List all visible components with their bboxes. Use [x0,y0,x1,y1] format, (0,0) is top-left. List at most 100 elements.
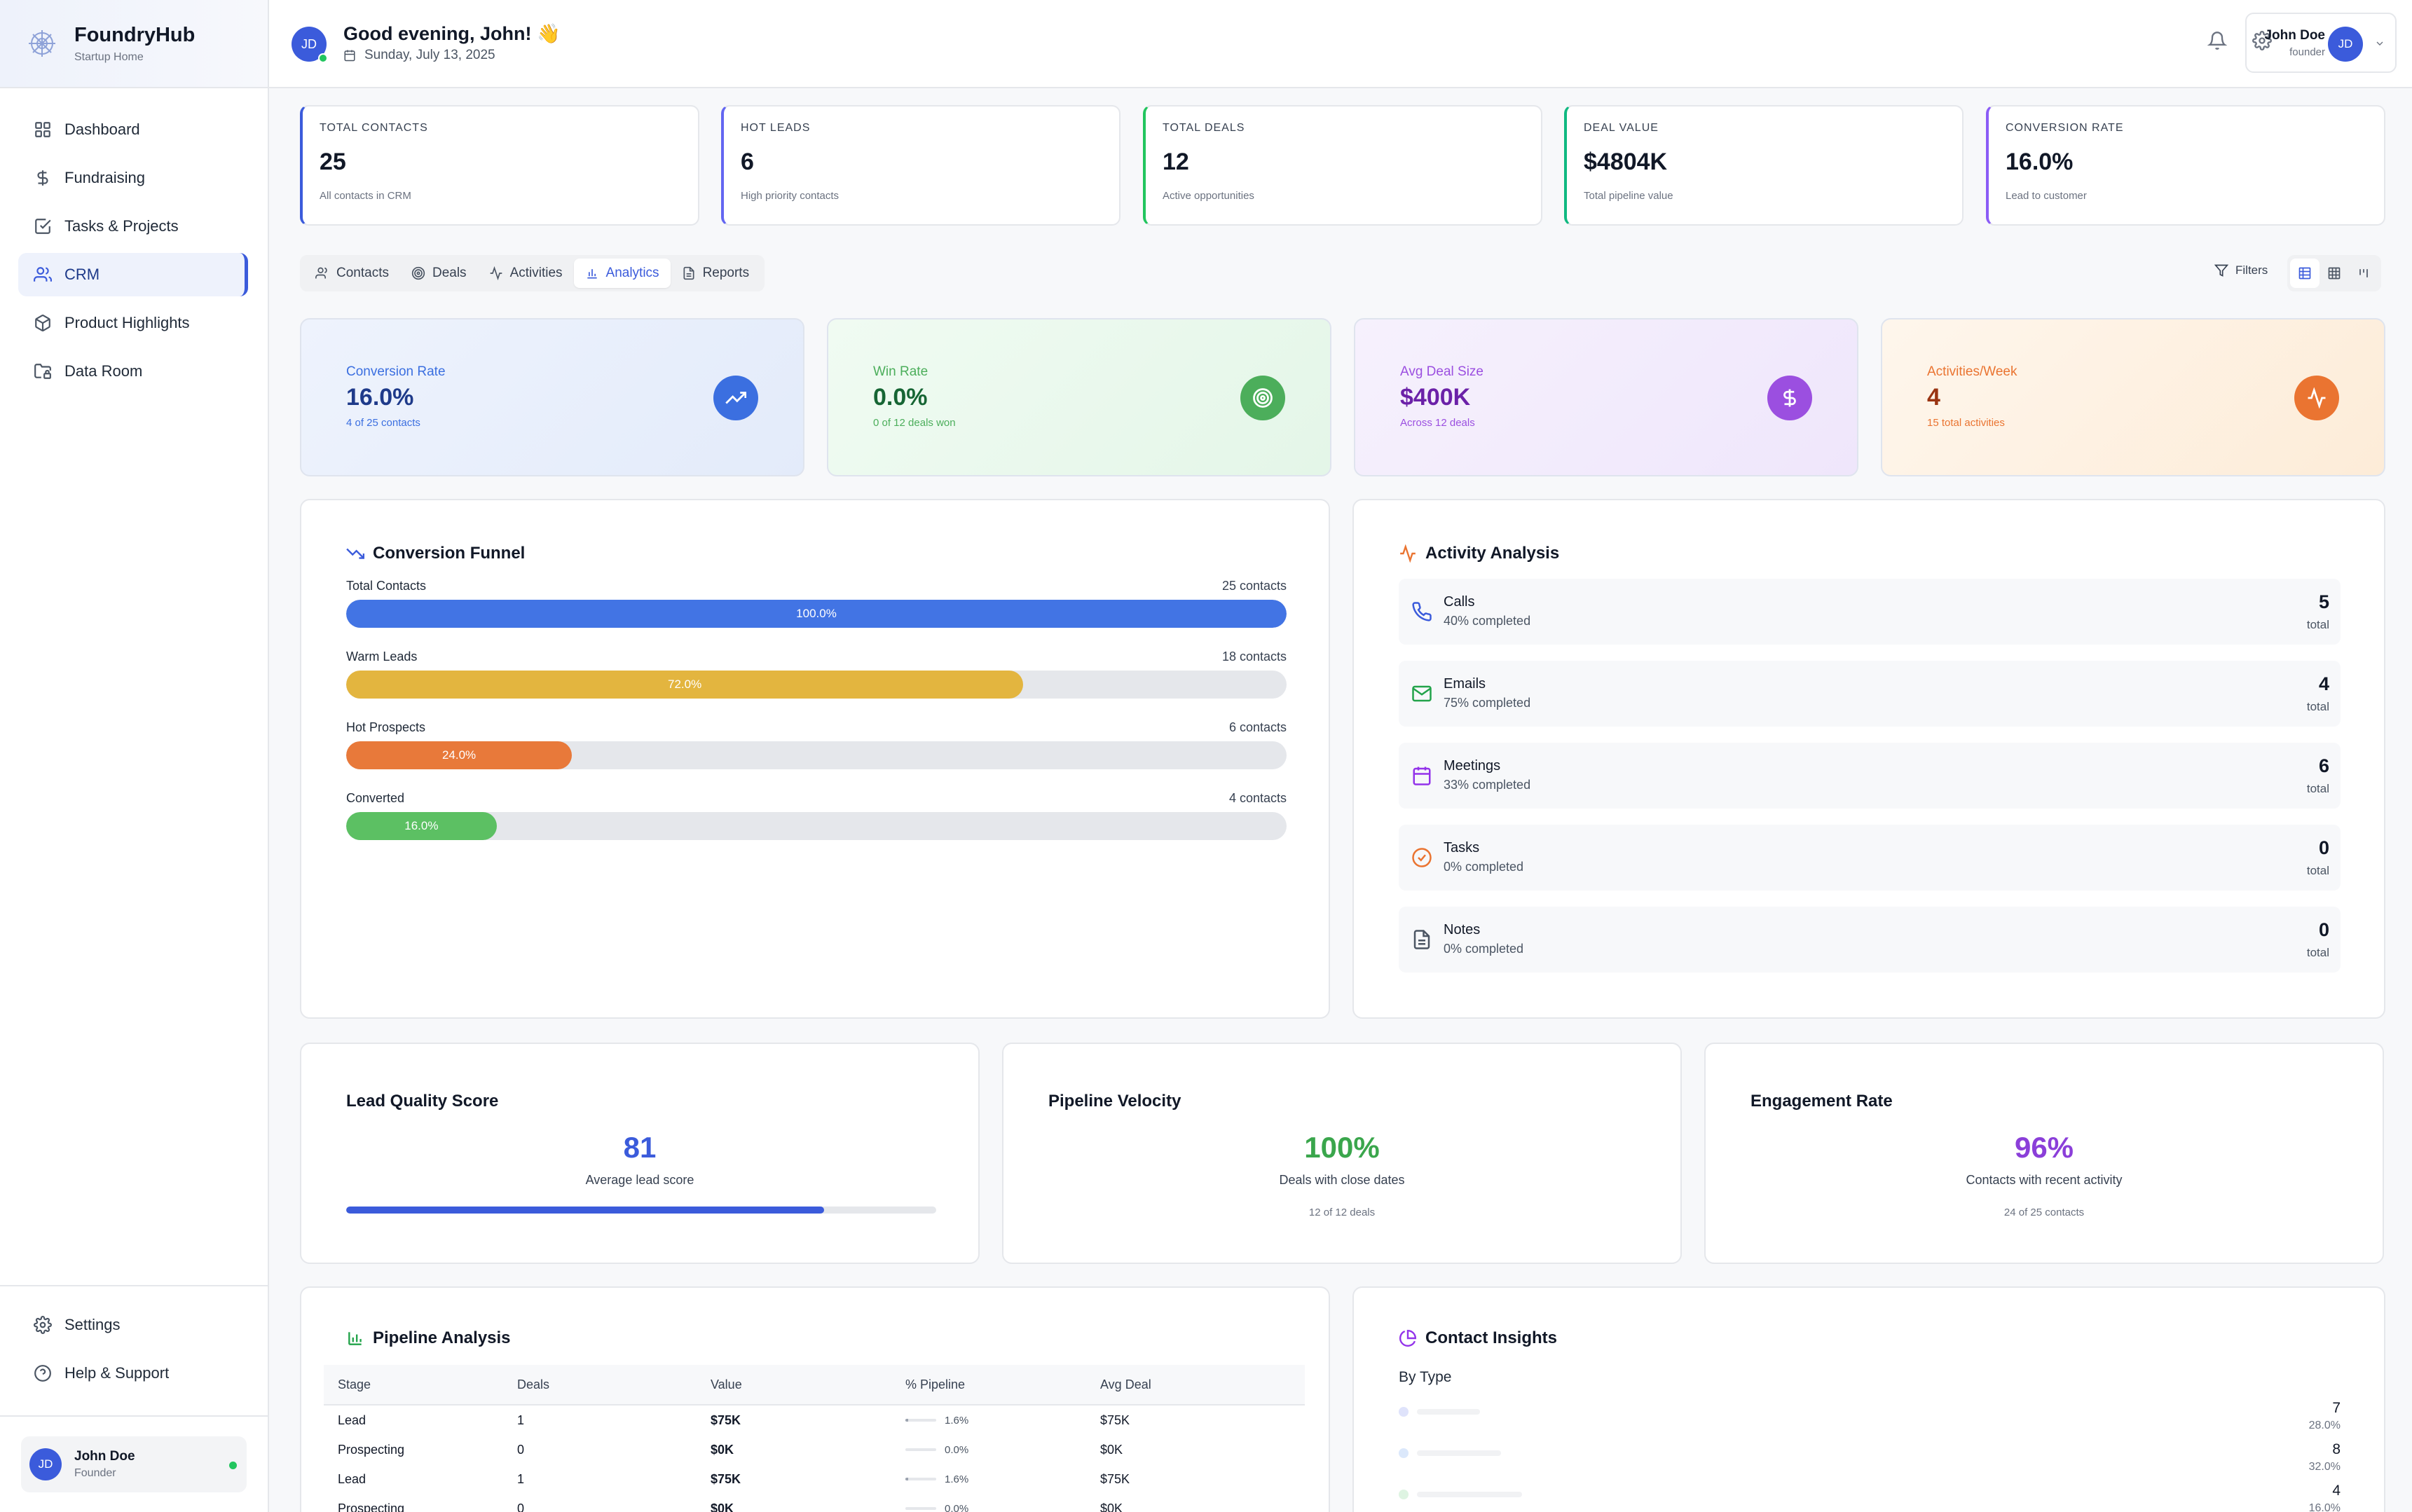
pipeline-pct-bar [905,1448,936,1451]
kpi-card: Avg Deal Size $400K Across 12 deals [1354,318,1858,476]
activity-analysis-panel: Activity Analysis Calls 40% completed 5 tot… [1352,499,2385,1019]
activity-total: 0 [2318,919,2329,940]
sidebar-item-dashboard[interactable]: Dashboard [18,108,247,151]
table-row[interactable]: Prospecting 0 $0K 0.0% $0K [324,1435,1305,1464]
kpi-card: Conversion Rate 16.0% 4 of 25 contacts [300,318,804,476]
funnel-bar: 72.0% [346,671,1024,699]
sidebar-nav: Dashboard Fundraising Tasks & Projects C… [0,88,268,393]
bar-chart-icon [587,269,597,279]
activity-unit: total [2306,946,2329,959]
stat-card: TOTAL CONTACTS 25 All contacts in CRM [300,105,699,226]
kpi-value: $400K [1400,384,1471,411]
kpi-label: Activities/Week [1927,364,2017,379]
help-circle-icon [34,1365,51,1382]
profile-role: founder [2289,46,2325,58]
type-color-dot [1399,1490,1409,1499]
activity-name: Tasks [1444,840,1480,855]
activity-total: 0 [2318,837,2329,858]
tab-label: Reports [702,266,750,280]
filters-label: Filters [2235,263,2268,277]
pipeline-pct-label: 0.0% [945,1502,969,1512]
table-row[interactable]: Lead 1 $75K 1.6% $75K [324,1464,1305,1494]
users-icon [315,267,327,279]
sidebar-item-tasks[interactable]: Tasks & Projects [18,205,247,248]
sidebar-item-label: Fundraising [64,169,145,186]
view-grid-button[interactable] [2320,259,2349,288]
folder-lock-icon [34,364,51,379]
header-avatar-initials: JD [301,36,317,51]
pipeline-pct-fill [905,1419,909,1422]
stage-cell: Prospecting [338,1501,405,1512]
panel-title: Pipeline Analysis [346,1328,511,1348]
sidebar-item-help[interactable]: Help & Support [18,1352,247,1395]
pipeline-pct-bar [905,1507,936,1510]
sidebar-item-fundraising[interactable]: Fundraising [18,156,247,200]
tab-activities[interactable]: Activities [478,259,574,288]
funnel-title: Conversion Funnel [373,544,526,563]
table-row[interactable]: Lead 1 $75K 1.6% $75K [324,1406,1305,1435]
profile-menu[interactable]: John Doe founder JD [2245,13,2397,73]
header-actions [2182,31,2272,50]
contact-insights-panel: Contact Insights By Type 7 28.0% 8 32.0% 4 16… [1352,1286,2385,1512]
tab-analytics[interactable]: Analytics [573,259,671,288]
table-row[interactable]: Prospecting 0 $0K 0.0% $0K [324,1494,1305,1512]
gear-icon[interactable] [2252,31,2272,50]
stat-card: DEAL VALUE $4804K Total pipeline value [1564,105,1964,226]
insights-title: Contact Insights [1425,1328,1558,1347]
stat-label: TOTAL CONTACTS [320,122,428,134]
value-cell: $0K [711,1501,734,1512]
tab-deals[interactable]: Deals [400,259,478,288]
funnel-track: 100.0% [346,600,1287,628]
activity-progress: 75% completed [1444,696,1531,710]
kpi-label: Avg Deal Size [1400,364,1483,379]
metric-value: 100% [1304,1131,1380,1164]
type-label-placeholder [1417,1492,1522,1497]
value-cell: $75K [711,1413,741,1427]
panel-title: Activity Analysis [1399,544,1559,563]
stat-value: $4804K [1584,149,1668,175]
tab-reports[interactable]: Reports [671,259,761,288]
top-bar: JD Good evening, John! 👋 Sunday, July 13… [269,0,2412,88]
avatar: JD [29,1448,62,1480]
stat-subtext: All contacts in CRM [320,190,411,202]
view-table-button[interactable] [2290,259,2320,288]
calendar-icon [344,50,355,62]
profile-name: John Doe [2264,28,2325,43]
sidebar-item-settings[interactable]: Settings [18,1303,247,1347]
bell-icon[interactable] [2207,31,2227,50]
current-date: Sunday, July 13, 2025 [364,48,495,62]
kpi-label: Win Rate [873,364,929,379]
stat-card: TOTAL DEALS 12 Active opportunities [1143,105,1542,226]
filters-button[interactable]: Filters [2214,263,2268,277]
activity-total: 5 [2318,591,2329,612]
activity-progress: 40% completed [1444,614,1531,628]
brand[interactable]: FoundryHub Startup Home [0,0,268,88]
funnel-label: Total Contacts [346,579,427,593]
type-percent: 32.0% [2308,1461,2341,1473]
activity-row: Calls 40% completed 5 total [1399,579,2341,645]
activity-icon [1400,544,1416,563]
view-kanban-button[interactable] [2349,259,2378,288]
sidebar-user-card[interactable]: JD John Doe Founder [21,1436,247,1492]
users-icon [34,267,52,282]
table-icon [2298,267,2311,280]
greeting: Good evening, John! 👋 [343,23,561,44]
pipeline-pct-cell: 1.6% [905,1473,1100,1485]
header-avatar[interactable]: JD [292,27,328,63]
target-icon [411,266,425,280]
sidebar-item-data-room[interactable]: Data Room [18,350,247,393]
stat-card: HOT LEADS 6 High priority contacts [721,105,1121,226]
sidebar-item-crm[interactable]: CRM [18,253,248,296]
trending-down-icon [346,548,364,559]
stat-subtext: Lead to customer [2006,190,2087,202]
funnel-row: Hot Prospects 6 contacts 24.0% [346,720,1287,769]
panel-title: Conversion Funnel [346,544,525,563]
pipeline-pct-cell: 0.0% [905,1503,1100,1512]
type-label-placeholder [1417,1409,1480,1415]
checkbox-icon [35,219,51,234]
pipeline-rows: Lead 1 $75K 1.6% $75K Prospecting 0 $0K 0.0% $0K L… [324,1406,1305,1512]
sidebar-item-product-highlights[interactable]: Product Highlights [18,301,247,345]
tab-contacts[interactable]: Contacts [304,259,400,288]
view-toggle [2287,255,2381,291]
insight-row: 8 32.0% [1399,1441,2341,1480]
